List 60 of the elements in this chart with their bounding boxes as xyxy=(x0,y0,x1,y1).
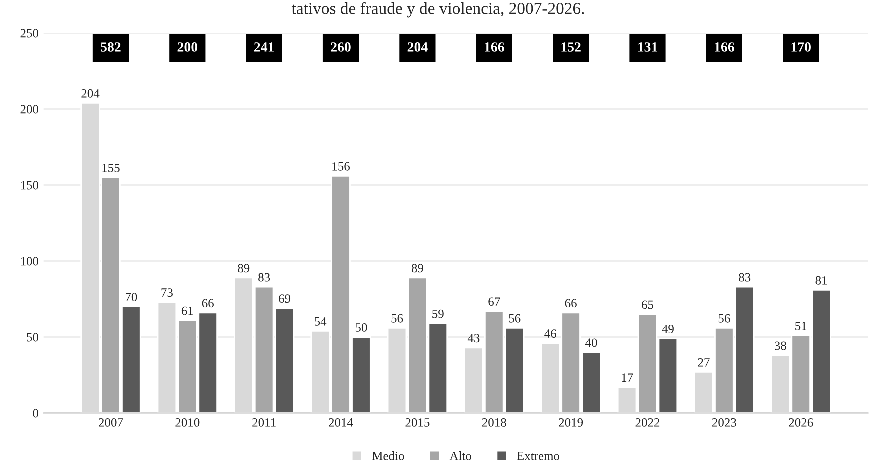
x-tick-label: 2015 xyxy=(406,418,430,427)
legend-label: Medio xyxy=(372,452,404,460)
data-label: 73 xyxy=(162,288,173,297)
x-tick-label: 2026 xyxy=(789,418,814,427)
data-label: 17 xyxy=(622,374,634,382)
x-tick-label: 2018 xyxy=(482,418,506,427)
legend-label: Alto xyxy=(450,452,472,460)
data-label: 27 xyxy=(698,358,710,367)
x-tick-label: 2022 xyxy=(636,418,660,427)
data-label: 83 xyxy=(258,273,270,282)
data-label: 69 xyxy=(279,294,291,304)
data-label: 83 xyxy=(739,273,751,282)
y-tick-label: 150 xyxy=(21,181,39,190)
y-tick-label: 200 xyxy=(20,105,39,114)
chart-title: tativos de fraude y de violencia, 2007-2026. xyxy=(292,2,584,18)
data-label: 46 xyxy=(544,330,556,338)
annotation: 170 xyxy=(792,42,811,52)
y-tick-label: 100 xyxy=(21,257,39,266)
data-label: 204 xyxy=(82,89,100,98)
data-label: 66 xyxy=(202,299,214,308)
annotation: 166 xyxy=(715,42,734,52)
y-tick-label: 0 xyxy=(33,409,39,418)
data-label: 59 xyxy=(432,310,444,318)
data-label: 61 xyxy=(182,306,194,316)
data-label: 81 xyxy=(816,276,828,285)
data-label: 43 xyxy=(468,334,480,343)
data-label: 89 xyxy=(412,264,424,273)
annotation: 166 xyxy=(485,42,504,52)
annotation: 582 xyxy=(101,42,121,52)
data-label: 66 xyxy=(565,299,577,308)
data-label: 67 xyxy=(488,298,500,306)
x-tick-label: 2007 xyxy=(99,418,124,427)
data-label: 56 xyxy=(392,314,404,323)
data-label: 89 xyxy=(238,264,250,273)
legend-label: Extremo xyxy=(517,452,560,460)
data-label: 70 xyxy=(126,293,138,302)
annotation: 260 xyxy=(331,42,351,52)
x-tick-label: 2019 xyxy=(559,418,584,427)
data-label: 38 xyxy=(775,342,786,350)
data-label: 49 xyxy=(662,325,674,334)
data-label: 156 xyxy=(332,162,350,171)
data-label: 50 xyxy=(356,324,368,332)
y-tick-label: 250 xyxy=(20,29,39,38)
annotation: 241 xyxy=(254,42,274,52)
x-tick-label: 2010 xyxy=(176,418,200,427)
data-label: 155 xyxy=(102,164,120,172)
x-tick-label: 2011 xyxy=(252,418,276,427)
data-label: 56 xyxy=(509,314,521,323)
annotation: 204 xyxy=(408,42,428,52)
data-label: 51 xyxy=(796,322,807,330)
annotation: 152 xyxy=(562,42,581,52)
x-tick-label: 2014 xyxy=(329,418,354,427)
x-tick-label: 2023 xyxy=(712,418,736,427)
data-label: 65 xyxy=(642,300,654,310)
y-tick-label: 50 xyxy=(27,333,39,342)
annotation: 131 xyxy=(638,42,658,52)
data-label: 56 xyxy=(718,314,730,323)
annotation: 200 xyxy=(178,42,198,52)
data-label: 40 xyxy=(586,338,598,348)
data-label: 54 xyxy=(315,318,327,326)
